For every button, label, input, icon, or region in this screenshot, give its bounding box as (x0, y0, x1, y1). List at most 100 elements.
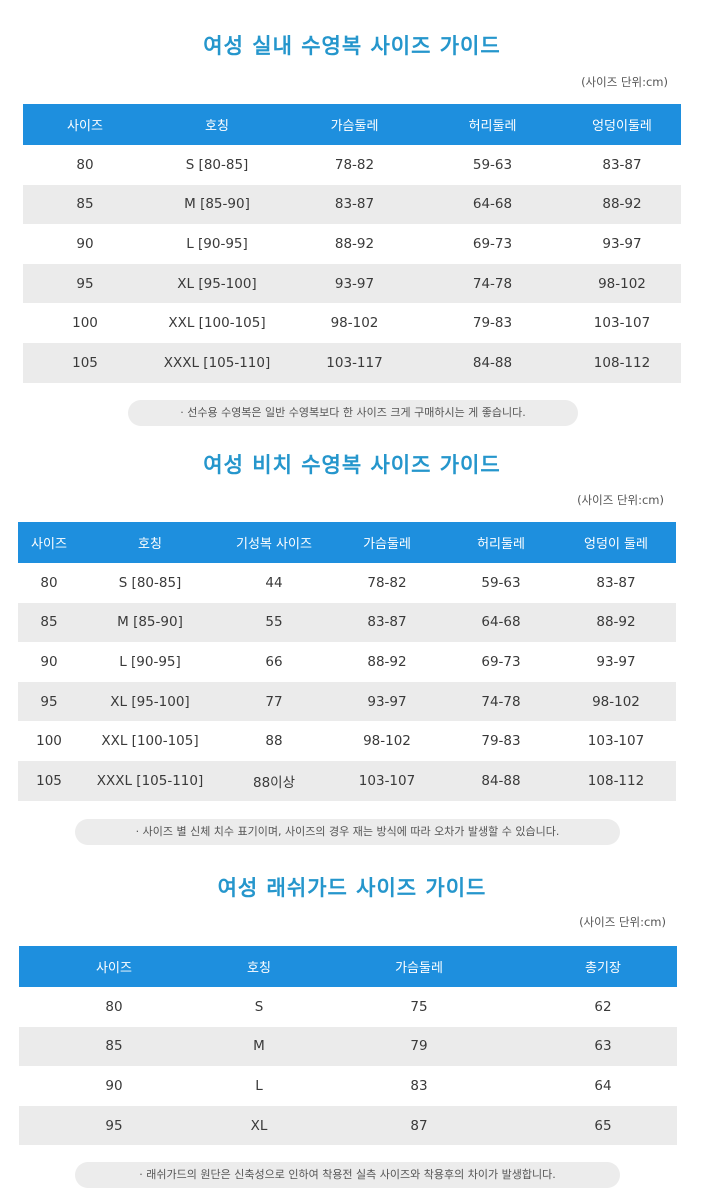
table-cell: 88-92 (287, 224, 422, 264)
table-cell: 98-102 (563, 263, 681, 304)
table-row: 90 L [90-95] 88-92 69-73 93-97 (23, 224, 681, 264)
table-cell: 69-73 (422, 224, 563, 264)
beach-header-row: 사이즈 호칭 기성복 사이즈 가슴둘레 허리둘레 엉덩이 둘레 (18, 522, 676, 563)
table-cell: 80 (23, 145, 147, 185)
table-cell: 59-63 (422, 145, 563, 185)
beach-unit-label: (사이즈 단위:cm) (577, 493, 664, 507)
rashguard-note: · 래쉬가드의 원단은 신축성으로 인하여 착용전 실측 사이즈와 착용후의 차… (75, 1162, 620, 1188)
table-cell: 90 (19, 1066, 209, 1106)
table-cell: 59-63 (446, 563, 556, 603)
table-cell: M [85-90] (80, 602, 220, 643)
header-cell: 가슴둘레 (309, 946, 529, 987)
table-cell: 88이상 (220, 760, 328, 801)
table-cell: S [80-85] (147, 145, 287, 185)
table-cell: 79-83 (422, 303, 563, 343)
table-cell: 85 (23, 184, 147, 225)
table-cell: 63 (529, 1026, 677, 1067)
header-cell: 호칭 (147, 104, 287, 145)
table-cell: 103-117 (287, 342, 422, 383)
table-cell: 103-107 (556, 721, 676, 761)
table-cell: 80 (19, 987, 209, 1027)
table-cell: XL [95-100] (80, 681, 220, 722)
rashguard-title: 여성 래쉬가드 사이즈 가이드 (217, 876, 487, 900)
table-cell: 93-97 (563, 224, 681, 264)
table-cell: M (209, 1026, 309, 1067)
table-row: 95 XL 87 65 (19, 1105, 677, 1146)
table-cell: XL [95-100] (147, 263, 287, 304)
table-cell: 83-87 (563, 145, 681, 185)
table-cell: XXL [100-105] (147, 303, 287, 343)
table-row: 105 XXXL [105-110] 88이상 103-107 84-88 108-112 (18, 760, 676, 801)
table-cell: 62 (529, 987, 677, 1027)
table-cell: 77 (220, 681, 328, 722)
table-cell: 85 (19, 1026, 209, 1067)
table-cell: 95 (19, 1105, 209, 1146)
table-cell: 95 (18, 681, 80, 722)
table-row: 105 XXXL [105-110] 103-117 84-88 108-112 (23, 342, 681, 383)
rashguard-size-table: 사이즈 호칭 가슴둘레 총기장 80 S 75 62 85 M 79 63 90 L 83 64 95 X… (19, 946, 677, 1146)
rashguard-unit-label: (사이즈 단위:cm) (579, 915, 666, 929)
header-cell: 허리둘레 (446, 522, 556, 563)
table-cell: 74-78 (422, 263, 563, 304)
table-cell: XL (209, 1105, 309, 1146)
table-cell: 103-107 (328, 760, 446, 801)
beach-title: 여성 비치 수영복 사이즈 가이드 (203, 453, 501, 477)
table-cell: L [90-95] (80, 642, 220, 682)
header-cell: 사이즈 (18, 522, 80, 563)
header-cell: 엉덩이둘레 (563, 104, 681, 145)
table-row: 100 XXL [100-105] 98-102 79-83 103-107 (23, 303, 681, 343)
table-row: 100 XXL [100-105] 88 98-102 79-83 103-107 (18, 721, 676, 761)
table-row: 80 S 75 62 (19, 987, 677, 1027)
table-cell: 93-97 (556, 642, 676, 682)
indoor-header-row: 사이즈 호칭 가슴둘레 허리둘레 엉덩이둘레 (23, 104, 681, 145)
table-row: 85 M 79 63 (19, 1026, 677, 1067)
table-cell: 100 (18, 721, 80, 761)
table-cell: 88-92 (556, 602, 676, 643)
beach-size-table: 사이즈 호칭 기성복 사이즈 가슴둘레 허리둘레 엉덩이 둘레 80 S [80-… (18, 522, 676, 801)
table-cell: 69-73 (446, 642, 556, 682)
header-cell: 가슴둘레 (287, 104, 422, 145)
table-cell: 100 (23, 303, 147, 343)
table-cell: 66 (220, 642, 328, 682)
table-cell: M [85-90] (147, 184, 287, 225)
header-cell: 엉덩이 둘레 (556, 522, 676, 563)
table-cell: 98-102 (556, 681, 676, 722)
table-cell: 74-78 (446, 681, 556, 722)
table-cell: XXXL [105-110] (80, 760, 220, 801)
header-cell: 기성복 사이즈 (220, 522, 328, 563)
table-cell: S (209, 987, 309, 1027)
table-cell: 93-97 (287, 263, 422, 304)
table-cell: 108-112 (563, 342, 681, 383)
rashguard-header-row: 사이즈 호칭 가슴둘레 총기장 (19, 946, 677, 987)
table-cell: 65 (529, 1105, 677, 1146)
indoor-title: 여성 실내 수영복 사이즈 가이드 (203, 34, 501, 58)
table-cell: 44 (220, 563, 328, 603)
table-cell: 83-87 (556, 563, 676, 603)
table-cell: 98-102 (287, 303, 422, 343)
table-row: 95 XL [95-100] 93-97 74-78 98-102 (23, 263, 681, 304)
table-row: 85 M [85-90] 83-87 64-68 88-92 (23, 184, 681, 225)
table-cell: 98-102 (328, 721, 446, 761)
table-cell: 55 (220, 602, 328, 643)
table-cell: 79-83 (446, 721, 556, 761)
table-cell: 83-87 (328, 602, 446, 643)
table-cell: 108-112 (556, 760, 676, 801)
table-row: 95 XL [95-100] 77 93-97 74-78 98-102 (18, 681, 676, 722)
header-cell: 총기장 (529, 946, 677, 987)
header-cell: 사이즈 (19, 946, 209, 987)
table-cell: L [90-95] (147, 224, 287, 264)
table-cell: 64-68 (446, 602, 556, 643)
header-cell: 허리둘레 (422, 104, 563, 145)
table-cell: XXXL [105-110] (147, 342, 287, 383)
table-row: 80 S [80-85] 44 78-82 59-63 83-87 (18, 563, 676, 603)
table-cell: 75 (309, 987, 529, 1027)
beach-note: · 사이즈 별 신체 치수 표기이며, 사이즈의 경우 재는 방식에 따라 오차… (75, 819, 620, 845)
table-row: 90 L [90-95] 66 88-92 69-73 93-97 (18, 642, 676, 682)
table-cell: 83-87 (287, 184, 422, 225)
table-cell: 88-92 (328, 642, 446, 682)
table-cell: 90 (23, 224, 147, 264)
table-cell: 90 (18, 642, 80, 682)
table-cell: XXL [100-105] (80, 721, 220, 761)
header-cell: 가슴둘레 (328, 522, 446, 563)
header-cell: 호칭 (209, 946, 309, 987)
